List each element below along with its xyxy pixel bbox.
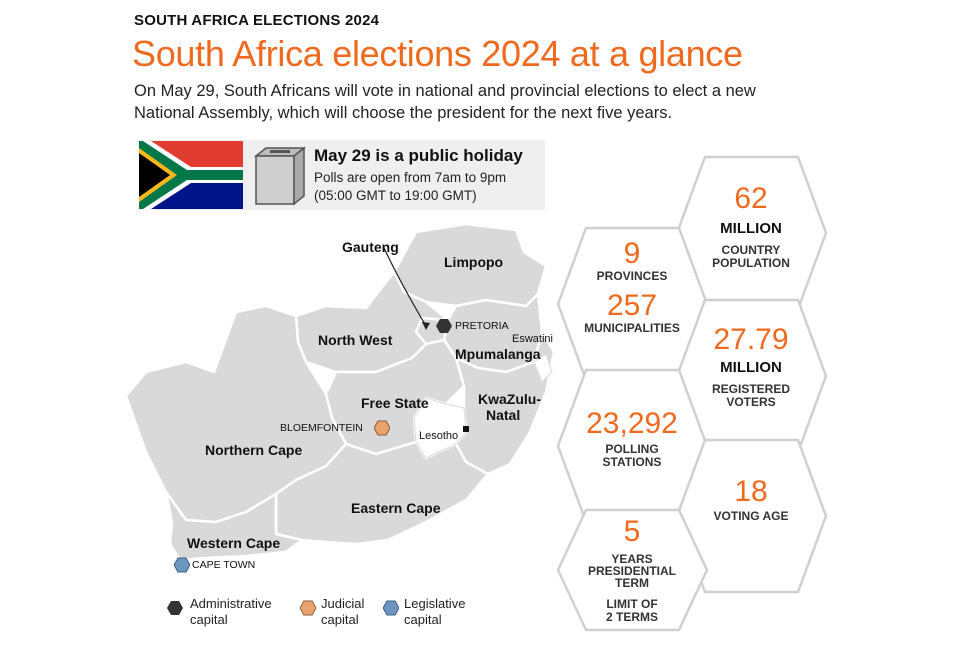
stat-population-value: 62 xyxy=(734,182,768,215)
stat-voting-age-value: 18 xyxy=(734,475,768,508)
label-mpumalanga: Mpumalanga xyxy=(455,346,541,362)
kicker: SOUTH AFRICA ELECTIONS 2024 xyxy=(134,12,380,29)
stat-population-unit: MILLION xyxy=(720,220,782,237)
label-western-cape: Western Cape xyxy=(187,535,281,551)
page-title: South Africa elections 2024 at a glance xyxy=(132,33,743,74)
polls-hours-gmt: (05:00 GMT to 19:00 GMT) xyxy=(314,188,477,203)
legend-legislative: Legislative capital xyxy=(404,596,466,627)
stat-term-label1: YEARS xyxy=(611,552,653,566)
intro-text: On May 29, South Africans will vote in n… xyxy=(134,82,756,122)
stat-population-label1: COUNTRY xyxy=(721,243,781,257)
label-northern-cape: Northern Cape xyxy=(205,442,303,458)
legend-administrative: Administrative capital xyxy=(190,596,272,627)
stat-term-limit2: 2 TERMS xyxy=(605,610,658,624)
city-cape-town: CAPE TOWN xyxy=(192,559,256,571)
gauteng-pointer xyxy=(383,247,427,327)
stat-polling-label2: STATIONS xyxy=(602,455,662,469)
label-gauteng: Gauteng xyxy=(342,239,399,255)
label-eastern-cape: Eastern Cape xyxy=(351,500,441,516)
label-limpopo: Limpopo xyxy=(444,254,504,270)
gauteng-pointer-arrow xyxy=(422,322,430,330)
city-pretoria: PRETORIA xyxy=(455,320,509,332)
stat-term-value: 5 xyxy=(623,515,641,548)
label-kwazulu: KwaZulu- xyxy=(478,391,541,407)
hex-term xyxy=(556,508,709,632)
judicial-capital-marker xyxy=(374,420,390,436)
stat-term-label3: TERM xyxy=(615,576,649,590)
polls-hours: Polls are open from 7am to 9pm xyxy=(314,170,507,185)
label-free-state: Free State xyxy=(361,395,429,411)
legend-legislative-icon xyxy=(383,600,399,616)
province-western-cape xyxy=(164,490,304,562)
legislative-capital-marker xyxy=(174,557,190,573)
stat-voters-value: 27.79 xyxy=(713,323,789,356)
label-lesotho: Lesotho xyxy=(419,430,459,442)
stat-population-label2: POPULATION xyxy=(712,256,790,270)
stat-voters-label2: VOTERS xyxy=(726,395,776,409)
stat-provinces-label: PROVINCES xyxy=(596,269,668,283)
south-africa-map xyxy=(126,222,556,562)
south-africa-flag-icon xyxy=(139,141,243,209)
legend-judicial-icon xyxy=(300,600,316,616)
stat-voters-label1: REGISTERED xyxy=(711,382,790,396)
stat-municipalities-label: MUNICIPALITIES xyxy=(584,321,680,335)
eswatini-outline xyxy=(533,353,553,383)
administrative-capital-marker xyxy=(436,319,452,333)
legend-administrative-icon xyxy=(167,601,183,615)
province-kwazulu-natal xyxy=(454,330,556,476)
stat-term-label2: PRESIDENTIAL xyxy=(587,564,676,578)
stat-polling-value: 23,292 xyxy=(586,407,678,440)
stat-voters-unit: MILLION xyxy=(720,359,782,376)
legend-judicial: Judicial capital xyxy=(321,596,365,627)
label-natal: Natal xyxy=(486,407,521,423)
stat-provinces-value: 9 xyxy=(623,237,641,270)
label-north-west: North West xyxy=(318,332,393,348)
lesotho-marker xyxy=(463,426,469,432)
stat-municipalities-value: 257 xyxy=(606,289,658,322)
stat-term-limit1: LIMIT OF xyxy=(606,597,658,611)
holiday-title: May 29 is a public holiday xyxy=(314,146,523,165)
stat-voting-age-label: VOTING AGE xyxy=(713,509,789,523)
label-eswatini: Eswatini xyxy=(512,333,553,345)
stat-polling-label1: POLLING xyxy=(605,442,659,456)
city-bloemfontein: BLOEMFONTEIN xyxy=(280,422,363,434)
ballot-box-icon xyxy=(253,146,307,206)
